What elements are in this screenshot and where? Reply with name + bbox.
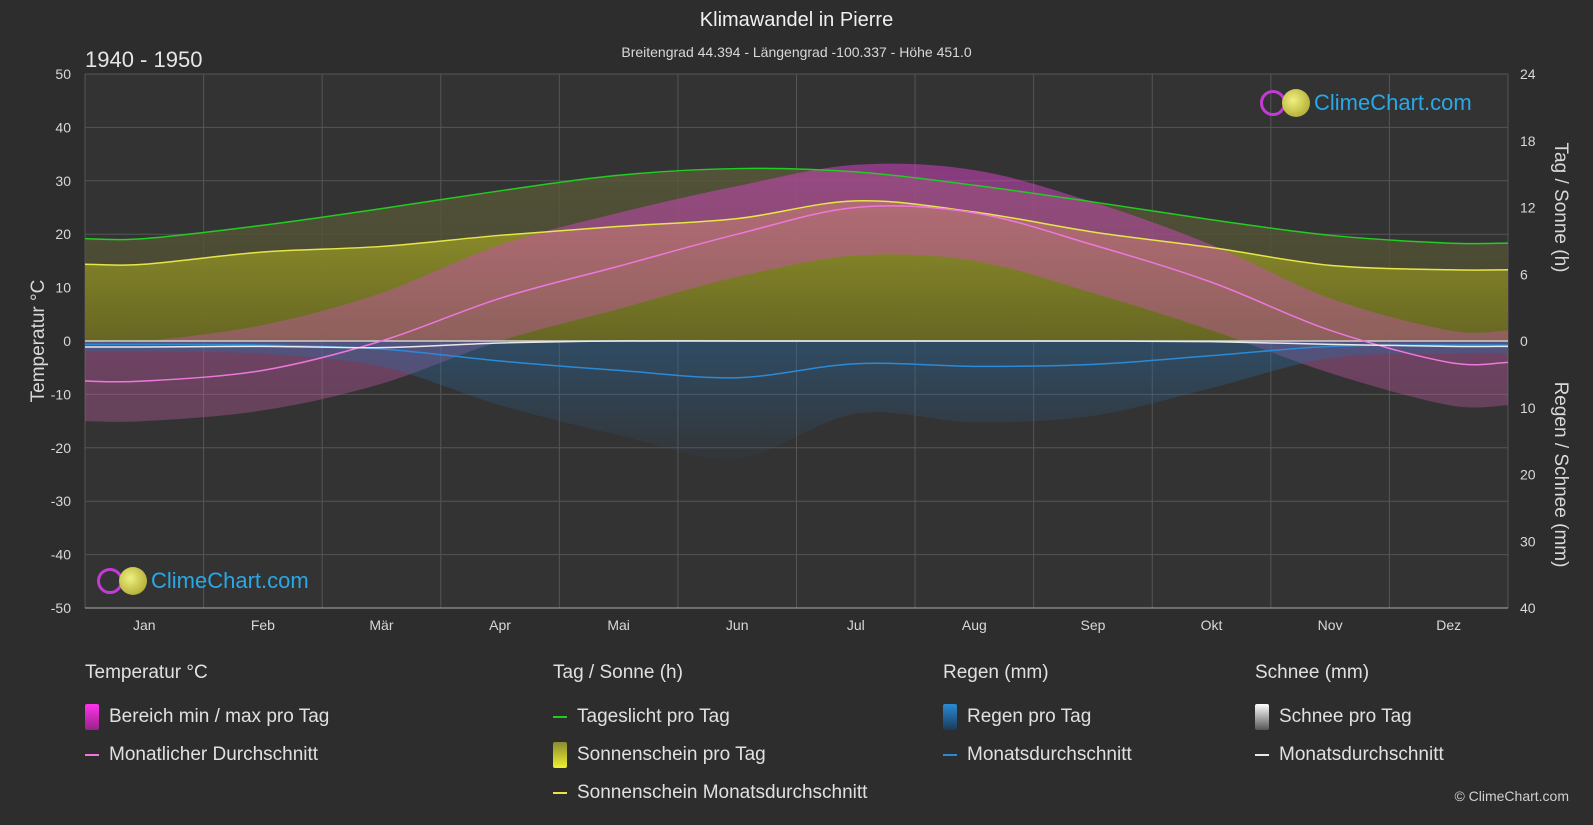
chart-subtitle: Breitengrad 44.394 - Längengrad -100.337… (621, 44, 972, 60)
legend-item: Sonnenschein pro Tag (553, 736, 867, 774)
snow-mean-line (84, 340, 1509, 349)
y-left-tick-label: -40 (51, 547, 71, 563)
y-left-tick-label: -30 (51, 493, 71, 509)
x-tick-label: Dez (1436, 617, 1461, 633)
legend-line-icon (553, 792, 567, 794)
logo-sun-icon (119, 567, 147, 595)
legend-item: Tageslicht pro Tag (553, 698, 867, 736)
y-left-tick-label: 0 (63, 333, 71, 349)
legend-swatch-icon (1255, 704, 1269, 730)
y-left-tick-label: 50 (55, 66, 71, 82)
legend-temperature: Temperatur °C Bereich min / max pro Tag … (85, 662, 329, 774)
y-right-tick-label: 12 (1520, 200, 1536, 216)
y-right-tick-label: 10 (1520, 400, 1536, 416)
y-right-bottom-axis-title: Regen / Schnee (mm) (1550, 382, 1571, 568)
legend-label: Schnee pro Tag (1279, 706, 1412, 727)
logo-sun-icon (1282, 89, 1310, 117)
y-right-tick-label: 20 (1520, 467, 1536, 483)
logo-top[interactable]: ClimeChart.com (1260, 88, 1472, 118)
x-tick-label: Jun (726, 617, 749, 633)
logo-text: ClimeChart.com (1314, 90, 1472, 115)
legend-label: Monatsdurchschnitt (967, 744, 1132, 765)
logo-text: ClimeChart.com (151, 568, 309, 593)
x-tick-label: Sep (1080, 617, 1105, 633)
copyright: © ClimeChart.com (1454, 788, 1569, 804)
legend-item: Monatsdurchschnitt (943, 736, 1132, 774)
x-tick-label: Aug (962, 617, 987, 633)
legend-swatch-icon (943, 704, 957, 730)
rain-mean-line (84, 343, 1509, 379)
legend-snow: Schnee (mm) Schnee pro Tag Monatsdurchsc… (1255, 662, 1444, 774)
legend-label: Tageslicht pro Tag (577, 706, 730, 727)
y-right-tick-label: 0 (1520, 333, 1528, 349)
legend-title: Temperatur °C (85, 662, 208, 683)
legend-line-icon (943, 754, 957, 756)
y-left-tick-label: 30 (55, 173, 71, 189)
x-tick-label: Nov (1318, 617, 1343, 633)
y-right-tick-label: 6 (1520, 266, 1528, 282)
legend-title: Regen (mm) (943, 662, 1049, 683)
y-right-tick-label: 40 (1520, 600, 1536, 616)
chart-title: Klimawandel in Pierre (699, 9, 894, 31)
legend-item: Schnee pro Tag (1255, 698, 1444, 736)
daylight-line (84, 167, 1509, 245)
legend-item: Bereich min / max pro Tag (85, 698, 329, 736)
x-tick-label: Apr (489, 617, 511, 633)
legend-item: Monatlicher Durchschnitt (85, 736, 329, 774)
y-left-tick-label: -20 (51, 440, 71, 456)
sunshine-mean-line (84, 199, 1509, 271)
period-label: 1940 - 1950 (85, 47, 203, 72)
legend-label: Sonnenschein pro Tag (577, 744, 766, 765)
logo-bottom[interactable]: ClimeChart.com (97, 566, 309, 596)
legend-swatch-icon (85, 704, 99, 730)
y-left-tick-label: -10 (51, 386, 71, 402)
y-right-tick-label: 18 (1520, 133, 1536, 149)
legend-rain: Regen (mm) Regen pro Tag Monatsdurchschn… (943, 662, 1132, 774)
legend-title: Schnee (mm) (1255, 662, 1370, 683)
x-tick-label: Mai (607, 617, 630, 633)
y-left-tick-label: -50 (51, 600, 71, 616)
x-tick-label: Mär (369, 617, 393, 633)
x-tick-label: Jan (133, 617, 156, 633)
x-tick-label: Jul (847, 617, 865, 633)
legend-swatch-icon (553, 742, 567, 768)
legend-line-icon (85, 754, 99, 756)
legend-label: Monatsdurchschnitt (1279, 744, 1444, 765)
legend-label: Monatlicher Durchschnitt (109, 744, 319, 765)
legend-item: Sonnenschein Monatsdurchschnitt (553, 774, 867, 812)
x-tick-label: Okt (1201, 617, 1223, 633)
legend-item: Monatsdurchschnitt (1255, 736, 1444, 774)
legend-line-icon (1255, 754, 1269, 756)
y-right-tick-label: 30 (1520, 533, 1536, 549)
x-tick-label: Feb (251, 617, 275, 633)
legend-title: Tag / Sonne (h) (553, 662, 683, 683)
y-right-tick-label: 24 (1520, 66, 1536, 82)
y-right-top-axis-title: Tag / Sonne (h) (1550, 143, 1571, 273)
chart-axes: 50 40 30 20 10 0 -10 -20 -30 -40 -50 Jan Feb Mär Apr Ma… (28, 66, 1571, 633)
chart-areas (85, 163, 1508, 459)
chart-lines (84, 167, 1509, 383)
y-left-tick-label: 20 (55, 226, 71, 242)
y-left-tick-label: 40 (55, 119, 71, 135)
rain-area (85, 341, 1508, 459)
legend-item: Regen pro Tag (943, 698, 1132, 736)
legend-label: Regen pro Tag (967, 706, 1092, 727)
legend-label: Bereich min / max pro Tag (109, 706, 330, 727)
legend-line-icon (553, 716, 567, 718)
legend-sun: Tag / Sonne (h) Tageslicht pro Tag Sonne… (553, 662, 867, 812)
y-left-tick-label: 10 (55, 280, 71, 296)
legend-label: Sonnenschein Monatsdurchschnitt (577, 782, 868, 803)
temperature-mean-line (84, 205, 1509, 383)
y-left-axis-title: Temperatur °C (28, 280, 49, 403)
